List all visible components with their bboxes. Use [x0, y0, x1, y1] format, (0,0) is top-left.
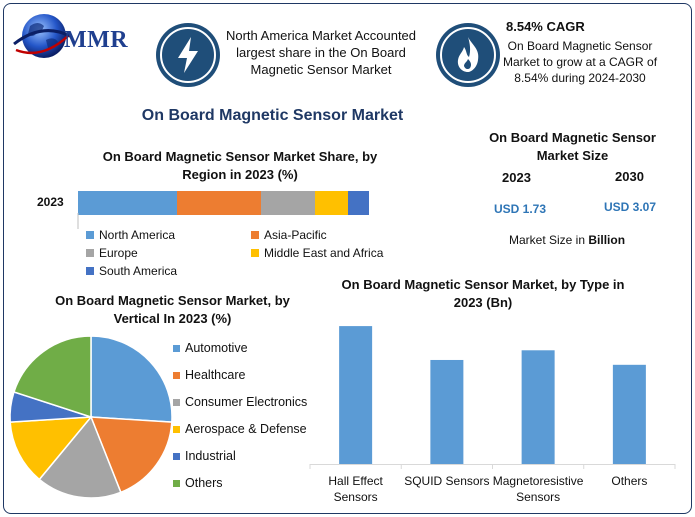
region-stacked-bar	[78, 191, 369, 215]
pie-slice-others	[13, 335, 92, 419]
unit-note-prefix: Market Size in	[509, 233, 589, 247]
legend-north-america: North America	[86, 228, 175, 242]
pie-slice-aerospace-defense	[9, 416, 93, 481]
legend-swatch	[86, 231, 94, 239]
market-size-value-2023: USD 1.73	[494, 202, 547, 216]
legend-label: Asia-Pacific	[264, 228, 327, 242]
legend-label: Automotive	[185, 341, 248, 355]
type-bar-magnetoresistive-sensors	[521, 350, 555, 464]
lightning-bolt-icon	[160, 27, 216, 83]
legend-swatch	[173, 344, 180, 352]
logo-text: MMR	[64, 27, 129, 53]
market-size-title-line: Market Size	[536, 148, 609, 163]
legend-label: Industrial	[185, 449, 236, 463]
vertical-pie-chart	[9, 335, 173, 499]
region-title-line: On Board Magnetic Sensor Market Share, b…	[102, 149, 378, 164]
type-title-line: 2023 (Bn)	[453, 295, 513, 310]
legend-label: Europe	[99, 246, 138, 260]
type-tick-label: SQUID Sensors	[404, 474, 489, 488]
pie-slice-healthcare	[89, 416, 173, 494]
legend-swatch	[173, 479, 180, 487]
legend-europe: Europe	[86, 246, 138, 260]
legend-swatch	[86, 249, 94, 257]
cagr-line: Market to grow at a CAGR of	[502, 55, 658, 69]
mmr-logo	[12, 10, 142, 64]
legend-label: Aerospace & Defense	[185, 422, 307, 436]
legend-swatch	[86, 267, 94, 275]
highlight-badge-1	[156, 23, 220, 87]
unit-note-unit: Billion	[588, 233, 626, 247]
cagr-line: On Board Magnetic Sensor	[507, 39, 653, 53]
cagr-line: 8.54% during 2024-2030	[514, 71, 646, 85]
legend-industrial: Industrial	[173, 449, 236, 463]
type-bar-hall-effect-sensors	[339, 326, 373, 464]
region-title-line: Region in 2023 (%)	[182, 167, 298, 182]
type-tick-label: Others	[611, 474, 647, 488]
market-size-value-2030: USD 3.07	[604, 200, 657, 214]
legend-swatch	[251, 231, 259, 239]
type-title-line: On Board Magnetic Sensor Market, by Type…	[341, 277, 625, 292]
highlight-text-1: North America Market Accounted largest s…	[218, 27, 424, 78]
market-size-unit-note: Market Size in Billion	[509, 233, 625, 247]
region-bar-segment-europe	[261, 191, 315, 215]
vertical-chart-title: On Board Magnetic Sensor Market, by Vert…	[20, 292, 325, 328]
type-chart-title: On Board Magnetic Sensor Market, by Type…	[318, 276, 648, 312]
region-chart-title: On Board Magnetic Sensor Market Share, b…	[60, 148, 420, 184]
highlight-line: largest share in the On Board	[236, 45, 406, 60]
region-bar-segment-middle-east-and-africa	[315, 191, 348, 215]
legend-middle-east-africa: Middle East and Africa	[251, 246, 383, 260]
legend-automotive: Automotive	[173, 341, 248, 355]
legend-label: Healthcare	[185, 368, 246, 382]
legend-others: Others	[173, 476, 223, 490]
market-size-year-2023: 2023	[502, 170, 531, 185]
type-tick-label: Sensors	[516, 490, 560, 504]
region-year-label: 2023	[37, 195, 64, 209]
region-axis-tick	[77, 213, 79, 229]
cagr-text: On Board Magnetic Sensor Market to grow …	[498, 38, 662, 86]
legend-label: Consumer Electronics	[185, 395, 308, 409]
type-bar-squid-sensors	[430, 359, 464, 464]
market-size-title-line: On Board Magnetic Sensor	[489, 130, 656, 145]
globe-icon	[13, 14, 71, 58]
legend-label: Middle East and Africa	[264, 246, 384, 260]
market-size-year-2030: 2030	[615, 169, 644, 184]
legend-consumer-electronics: Consumer Electronics	[173, 395, 307, 409]
highlight-badge-2	[436, 23, 500, 87]
pie-slice-automotive	[90, 335, 173, 423]
legend-label: Others	[185, 476, 223, 490]
legend-label: North America	[99, 228, 176, 242]
vertical-title-line: On Board Magnetic Sensor Market, by	[55, 293, 290, 308]
legend-swatch	[173, 398, 180, 406]
legend-south-america: South America	[86, 264, 177, 278]
legend-aerospace-defense: Aerospace & Defense	[173, 422, 307, 436]
highlight-line: Magnetic Sensor Market	[250, 62, 392, 77]
type-tick-label: Hall Effect	[328, 474, 383, 488]
flame-icon	[440, 27, 496, 83]
type-bar-others	[612, 364, 646, 464]
market-size-title: On Board Magnetic Sensor Market Size	[470, 129, 675, 165]
region-bar-segment-north-america	[78, 191, 177, 215]
legend-asia-pacific: Asia-Pacific	[251, 228, 327, 242]
vertical-title-line: Vertical In 2023 (%)	[113, 311, 232, 326]
region-bar-segment-south-america	[348, 191, 369, 215]
pie-slice-consumer-electronics	[38, 415, 122, 499]
legend-healthcare: Healthcare	[173, 368, 245, 382]
type-bar-chart: Hall Effect Sensors SQUID Sensors Magnetore…	[309, 326, 676, 504]
cagr-title: 8.54% CAGR	[506, 19, 585, 34]
highlight-line: North America Market Accounted	[225, 28, 417, 43]
type-tick-label: Sensors	[334, 490, 378, 504]
legend-swatch	[173, 371, 180, 379]
region-bar-segment-asia-pacific	[177, 191, 261, 215]
legend-swatch	[173, 452, 180, 460]
legend-swatch	[173, 425, 180, 433]
type-tick-label: Magnetoresistive	[493, 474, 584, 488]
main-title: On Board Magnetic Sensor Market	[141, 107, 404, 124]
legend-swatch	[251, 249, 259, 257]
legend-label: South America	[99, 264, 178, 278]
